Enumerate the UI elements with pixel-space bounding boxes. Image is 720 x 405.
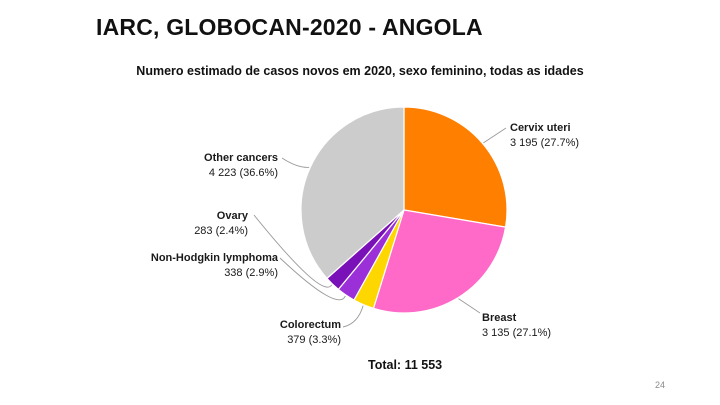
slice-name: Colorectum <box>279 319 341 331</box>
pie-slice-other-cancers <box>300 106 405 280</box>
leader-line-non-hodgkin-lymphoma <box>279 257 346 301</box>
leader-lines <box>253 127 507 328</box>
leader-line-ovary <box>253 214 333 288</box>
leader-line-breast <box>458 298 481 314</box>
leader-line-cervix-uteri <box>483 127 507 144</box>
slice-name: Cervix uteri <box>510 122 571 134</box>
leader-line-other-cancers <box>281 157 310 168</box>
slice-value: 3 135 (27.1%) <box>482 327 552 339</box>
slice-label-breast: Breast 3 135 (27.1%) <box>482 311 551 341</box>
slice-label-other-cancers: Other cancers 4 223 (36.6%) <box>204 151 278 181</box>
leader-line-colorectum <box>342 305 364 328</box>
slice-label-colorectum: Colorectum 379 (3.3%) <box>280 318 341 348</box>
slice-value: 283 (2.4%) <box>194 225 248 237</box>
slice-value: 4 223 (36.6%) <box>208 167 278 179</box>
slice-name: Breast <box>482 312 517 324</box>
pie-slice-breast <box>372 209 507 314</box>
slice-label-cervix-uteri: Cervix uteri 3 195 (27.7%) <box>510 121 579 151</box>
chart-total: Total: 11 553 <box>368 358 443 372</box>
slide-title: IARC, GLOBOCAN-2020 - ANGOLA <box>96 14 483 40</box>
slice-value: 379 (3.3%) <box>287 334 341 346</box>
chart-title: Numero estimado de casos novos em 2020, … <box>136 64 584 78</box>
pie-slice-cervix-uteri <box>403 106 508 228</box>
slice-name: Other cancers <box>204 152 278 164</box>
slice-name: Non-Hodgkin lymphoma <box>150 252 278 264</box>
pie-slices <box>300 106 508 314</box>
slice-value: 338 (2.9%) <box>224 267 278 279</box>
slice-name: Ovary <box>216 210 248 222</box>
page-number: 24 <box>655 380 666 390</box>
slice-label-non-hodgkin-lymphoma: Non-Hodgkin lymphoma 338 (2.9%) <box>151 251 278 281</box>
slice-label-ovary: Ovary 283 (2.4%) <box>194 209 248 239</box>
slice-value: 3 195 (27.7%) <box>510 137 580 149</box>
